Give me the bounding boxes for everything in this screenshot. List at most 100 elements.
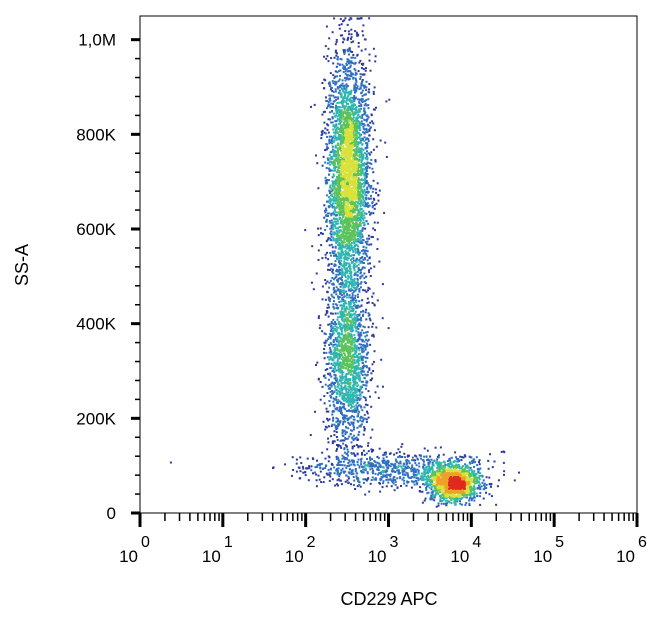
data-point [373, 303, 376, 306]
data-point [345, 389, 348, 392]
data-point [403, 479, 406, 482]
data-point [349, 333, 352, 336]
data-point [352, 421, 355, 424]
data-point [331, 270, 334, 273]
data-point [343, 38, 346, 41]
data-point [353, 263, 356, 265]
data-point [363, 177, 366, 180]
data-point [329, 334, 332, 337]
data-point [324, 228, 327, 231]
data-point [369, 464, 372, 467]
data-point [348, 108, 350, 111]
data-point [319, 470, 322, 473]
data-point [356, 306, 359, 309]
data-point [352, 381, 355, 384]
data-point [332, 206, 335, 209]
data-point [340, 387, 343, 390]
data-point [347, 334, 350, 337]
data-point [342, 133, 345, 136]
data-point [340, 92, 343, 95]
data-point [331, 357, 334, 360]
data-point [388, 452, 391, 455]
data-point [340, 115, 343, 118]
data-point [426, 484, 429, 487]
data-point [360, 161, 363, 163]
data-point [337, 118, 340, 121]
data-point [432, 498, 435, 501]
data-point [339, 114, 342, 117]
data-point [327, 419, 330, 422]
data-point [340, 354, 343, 357]
data-point [361, 380, 364, 383]
data-point [362, 478, 365, 481]
data-point [348, 47, 351, 50]
data-point [334, 337, 337, 340]
data-point [359, 485, 362, 488]
data-point [378, 462, 381, 465]
data-point [333, 250, 336, 253]
data-point [347, 245, 350, 248]
data-point [328, 83, 331, 86]
data-point [381, 486, 384, 489]
data-point [449, 466, 452, 469]
data-point [359, 216, 362, 219]
data-point [340, 267, 343, 270]
data-point [337, 357, 340, 360]
data-point [491, 495, 493, 498]
data-point [342, 88, 345, 91]
data-point [334, 188, 337, 191]
data-point [442, 502, 445, 505]
data-point [347, 223, 350, 226]
data-point [356, 485, 359, 488]
data-point [352, 484, 355, 486]
data-point [352, 76, 355, 79]
data-point [456, 498, 459, 501]
data-point [340, 120, 343, 123]
data-point [464, 470, 467, 473]
data-point [340, 248, 343, 251]
data-point [364, 373, 367, 376]
data-point [357, 433, 360, 436]
data-point [325, 220, 328, 223]
data-point [349, 343, 352, 346]
data-point [315, 485, 318, 488]
data-point [358, 313, 361, 316]
data-point [357, 120, 359, 122]
data-point [334, 364, 337, 366]
data-point [328, 140, 331, 143]
data-point [339, 200, 342, 203]
data-point [370, 184, 373, 187]
data-point [361, 169, 364, 172]
data-point [430, 494, 433, 497]
data-point [334, 80, 337, 83]
data-point [354, 104, 356, 107]
data-point [342, 253, 345, 256]
data-point [350, 403, 353, 406]
data-point [332, 403, 335, 406]
data-point [464, 466, 467, 469]
data-point [340, 377, 343, 380]
data-point [353, 290, 356, 293]
data-point [350, 452, 353, 454]
data-point [346, 393, 349, 396]
data-point [345, 116, 348, 118]
data-point [328, 336, 331, 338]
data-point [328, 179, 330, 182]
data-point [345, 64, 348, 66]
data-point [341, 63, 344, 66]
data-point [337, 277, 340, 280]
data-point [439, 464, 442, 467]
data-point [351, 370, 353, 373]
data-point [339, 239, 342, 241]
data-point [339, 216, 342, 219]
data-point [362, 218, 365, 221]
data-point [384, 141, 387, 144]
data-point [345, 360, 348, 363]
data-point [373, 360, 375, 363]
data-point [429, 497, 432, 500]
data-point [358, 153, 361, 156]
data-point [351, 289, 354, 292]
data-point [342, 289, 345, 292]
data-point [355, 87, 358, 89]
data-point [300, 462, 303, 464]
